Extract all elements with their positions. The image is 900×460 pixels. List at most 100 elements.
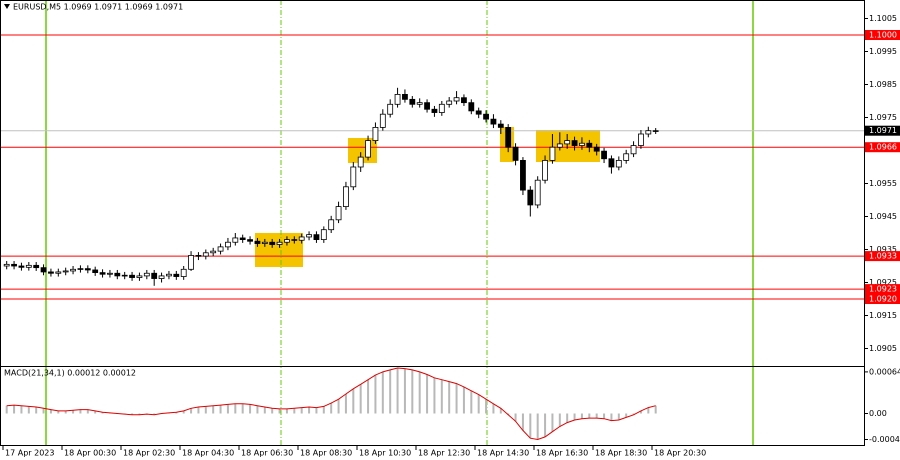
macd-bar	[396, 368, 399, 414]
candle-body	[11, 263, 17, 267]
x-tick-label: 18 Apr 02:30	[123, 449, 175, 458]
candle-body	[284, 239, 290, 243]
macd-bar	[101, 412, 104, 414]
macd-bar	[448, 381, 451, 414]
macd-bar	[625, 413, 628, 418]
candle-body	[313, 234, 320, 240]
time-markers	[45, 0, 754, 446]
candle-body	[586, 142, 593, 148]
y-tick-label: 1.0905	[869, 344, 897, 353]
macd-bar	[219, 405, 222, 414]
candle-body	[343, 186, 349, 208]
candle-body	[461, 97, 467, 104]
macd-bar	[492, 403, 495, 414]
y-tick-label: 1.1005	[869, 14, 897, 23]
y-tick-label: 1.0955	[869, 179, 897, 188]
candle-body	[527, 189, 534, 206]
candle-body	[549, 146, 556, 161]
candle-body	[276, 241, 283, 245]
macd-bar	[485, 399, 488, 414]
macd-bar	[573, 413, 576, 420]
candle-body	[394, 94, 401, 105]
macd-bar	[403, 368, 406, 414]
candle-body	[357, 156, 364, 168]
plot	[0, 34, 865, 441]
candle-body	[298, 236, 305, 241]
macd-bar	[285, 408, 288, 414]
level-tag	[865, 284, 900, 295]
candle-body	[379, 113, 386, 128]
candle-body	[92, 269, 99, 273]
candle-body	[269, 241, 276, 245]
macd-bar	[322, 406, 325, 414]
macd-bar	[514, 413, 517, 422]
level-tag	[865, 294, 900, 304]
candle-body	[99, 272, 106, 275]
level-tag	[865, 251, 900, 262]
macd-bar	[551, 413, 554, 432]
candle-body	[468, 102, 475, 112]
candle-body	[166, 273, 172, 277]
candle-body	[497, 123, 504, 128]
macd-bar	[35, 407, 38, 414]
candle-body	[365, 140, 371, 158]
level-label: 1.0933	[869, 252, 897, 261]
current-price-tag	[865, 125, 900, 136]
candle-body	[306, 234, 312, 238]
macd-bar	[639, 410, 642, 414]
macd-bar	[5, 405, 8, 414]
candle-body	[180, 268, 187, 277]
candle-body	[77, 268, 84, 270]
macd-bar	[389, 369, 392, 414]
macd-bar	[72, 410, 75, 414]
macd-pane-border	[0, 366, 865, 446]
macd-bar	[521, 413, 524, 431]
candle-body	[630, 145, 637, 155]
candle-body	[70, 268, 76, 272]
level-label: 1.1000	[869, 31, 897, 40]
macd-bar	[580, 413, 583, 419]
macd-bar	[558, 413, 561, 427]
candle-body	[475, 110, 482, 115]
candle-body	[601, 150, 607, 160]
macd-bar	[433, 377, 436, 414]
candle-body	[520, 159, 526, 191]
macd-bar	[64, 410, 67, 414]
macd-bar	[249, 404, 252, 414]
candle-body	[387, 103, 394, 115]
macd-bar	[632, 413, 635, 415]
macd-bar	[212, 405, 215, 414]
y-tick-label: 0.00	[869, 409, 887, 418]
candle-body	[556, 143, 563, 148]
macd-bar	[241, 403, 244, 414]
macd-bar	[197, 407, 200, 414]
candle-body	[136, 275, 143, 278]
macd-bar	[27, 406, 30, 414]
x-tick-label: 18 Apr 08:30	[300, 449, 352, 458]
candle-body	[534, 179, 541, 206]
candle-body	[350, 166, 357, 188]
candle-body	[121, 274, 128, 277]
macd-bar	[226, 404, 229, 414]
x-tick-label: 17 Apr 2023	[5, 449, 54, 458]
candle-body	[254, 240, 261, 244]
macd-bar	[595, 413, 598, 419]
level-label: 1.0923	[869, 285, 897, 294]
candle-body	[402, 94, 408, 100]
macd-bar	[654, 405, 657, 414]
y-tick-label: 1.0975	[869, 113, 897, 122]
candle-body	[372, 127, 379, 142]
candle-body	[143, 272, 150, 277]
macd-bar	[293, 408, 296, 414]
macd-bar	[182, 410, 185, 414]
macd-bar	[13, 405, 16, 414]
x-tick-label: 18 Apr 16:30	[536, 449, 588, 458]
candle-body	[18, 265, 25, 268]
macd-bar	[138, 413, 141, 415]
candle-body	[483, 113, 489, 120]
x-tick-label: 18 Apr 00:30	[64, 449, 116, 458]
indicator-title: MACD(21,34,1) 0.00012 0.00012	[4, 369, 136, 378]
collapse-icon[interactable]	[4, 4, 10, 9]
macd-bar	[204, 406, 207, 414]
